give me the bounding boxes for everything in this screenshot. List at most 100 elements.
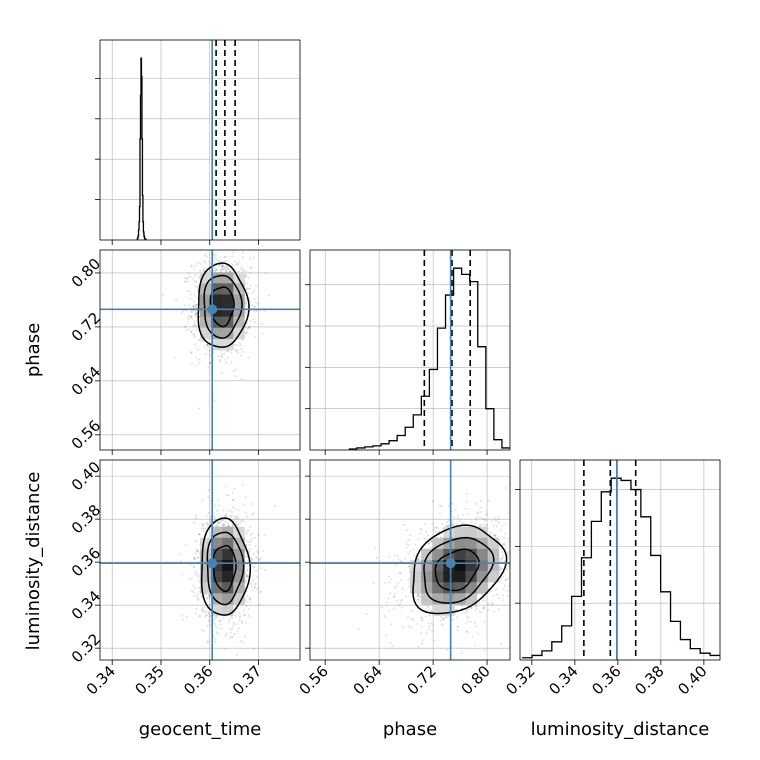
density-cell: [211, 338, 223, 351]
sample-point: [408, 585, 411, 588]
sample-point: [184, 304, 187, 307]
sample-point: [250, 557, 253, 560]
sample-point: [205, 347, 208, 350]
sample-point: [247, 529, 250, 532]
sample-point: [192, 305, 195, 308]
sample-point: [190, 577, 193, 580]
sample-point: [187, 318, 190, 321]
sample-point: [397, 557, 400, 560]
sample-point: [392, 595, 395, 598]
sample-point: [500, 557, 503, 560]
sample-point: [456, 625, 459, 628]
density-cell: [410, 560, 422, 572]
sample-point: [497, 516, 500, 519]
density-cell: [233, 571, 245, 583]
sample-point: [214, 516, 217, 519]
sample-point: [497, 521, 500, 524]
sample-point: [498, 572, 501, 575]
density-cell: [432, 593, 444, 605]
sample-point: [480, 511, 483, 514]
sample-point: [209, 520, 212, 523]
sample-point: [194, 323, 197, 326]
sample-point: [388, 556, 391, 559]
sample-point: [209, 594, 212, 597]
sample-point: [238, 270, 241, 273]
density-cell: [211, 593, 223, 605]
sample-point: [220, 518, 223, 521]
sample-point: [408, 565, 411, 568]
sample-point: [216, 521, 219, 524]
sample-point: [465, 611, 468, 614]
sample-point: [482, 607, 485, 610]
sample-point: [220, 260, 223, 263]
sample-point: [196, 556, 199, 559]
sample-point: [234, 348, 237, 351]
sample-point: [236, 630, 239, 633]
sample-point: [385, 601, 388, 604]
sample-point: [173, 356, 176, 359]
density-cell: [222, 305, 234, 317]
sample-point: [196, 573, 199, 576]
sample-point: [440, 505, 443, 508]
sample-point: [234, 375, 237, 378]
sample-point: [256, 550, 259, 553]
sample-point: [198, 407, 201, 410]
panel-2d-inner: [310, 460, 510, 660]
density-cell: [211, 327, 223, 340]
truth-marker: [207, 558, 218, 569]
sample-point: [241, 339, 244, 342]
sample-point: [223, 256, 226, 259]
density-cell: [410, 571, 422, 583]
sample-point: [231, 515, 234, 518]
sample-point: [262, 549, 265, 552]
sample-point: [214, 641, 217, 644]
contour-2: [412, 524, 508, 615]
sample-point: [416, 623, 419, 626]
sample-point: [417, 557, 420, 560]
sample-point: [451, 510, 454, 513]
sample-point: [207, 523, 210, 526]
sample-point: [191, 584, 194, 587]
sample-point: [255, 556, 258, 559]
sample-point: [396, 555, 399, 558]
sample-point: [217, 521, 220, 524]
sample-point: [187, 314, 190, 317]
sample-point: [184, 326, 187, 329]
density-cell: [222, 548, 234, 561]
sample-point: [235, 350, 238, 353]
hist-bars-luminosity_distance: [522, 477, 720, 659]
sample-point: [192, 557, 195, 560]
sample-point: [238, 342, 241, 345]
sample-point: [196, 549, 199, 552]
sample-point: [259, 603, 262, 606]
sample-point: [264, 272, 267, 275]
sample-point: [220, 265, 223, 268]
sample-point: [245, 511, 248, 514]
sample-point: [230, 635, 233, 638]
sample-point: [239, 639, 242, 642]
sample-point: [389, 592, 392, 595]
sample-point: [212, 515, 215, 518]
sample-point: [248, 613, 251, 616]
sample-point: [462, 513, 465, 516]
sample-point: [244, 580, 247, 583]
sample-point: [441, 624, 444, 627]
density-cell: [465, 548, 477, 561]
sample-point: [244, 613, 247, 616]
sample-point: [193, 280, 196, 283]
sample-point: [209, 515, 212, 518]
sample-point: [421, 617, 424, 620]
sample-point: [500, 567, 503, 570]
sample-point: [233, 487, 236, 490]
sample-point: [186, 316, 189, 319]
density-cell: [233, 537, 245, 550]
density-cell: [432, 548, 444, 561]
sample-point: [191, 317, 194, 320]
sample-point: [504, 522, 507, 525]
sample-point: [401, 626, 404, 629]
sample-point: [245, 575, 248, 578]
sample-point: [246, 568, 249, 571]
sample-point: [236, 263, 239, 266]
sample-point: [219, 522, 222, 525]
sample-point: [200, 527, 203, 530]
